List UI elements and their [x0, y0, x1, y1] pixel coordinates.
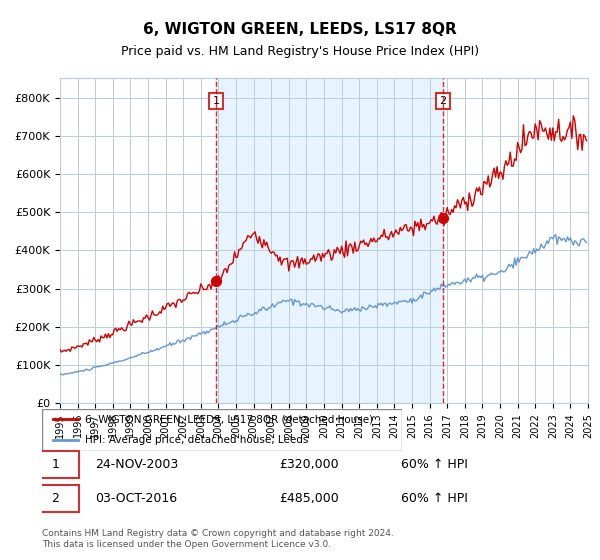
- Text: 1: 1: [213, 96, 220, 106]
- Point: [211, 277, 221, 286]
- Text: 6, WIGTON GREEN, LEEDS, LS17 8QR: 6, WIGTON GREEN, LEEDS, LS17 8QR: [143, 22, 457, 38]
- Bar: [216, 78, 443, 403]
- Text: Price paid vs. HM Land Registry's House Price Index (HPI): Price paid vs. HM Land Registry's House …: [121, 45, 479, 58]
- Text: £320,000: £320,000: [280, 458, 339, 472]
- Text: Contains HM Land Registry data © Crown copyright and database right 2024.
This d: Contains HM Land Registry data © Crown c…: [42, 529, 394, 549]
- Text: 1: 1: [51, 458, 59, 472]
- Text: 60% ↑ HPI: 60% ↑ HPI: [401, 492, 468, 505]
- Text: £485,000: £485,000: [280, 492, 340, 505]
- Text: HPI: Average price, detached house, Leeds: HPI: Average price, detached house, Leed…: [85, 435, 308, 445]
- Text: 60% ↑ HPI: 60% ↑ HPI: [401, 458, 468, 472]
- Text: 6, WIGTON GREEN, LEEDS, LS17 8QR (detached house): 6, WIGTON GREEN, LEEDS, LS17 8QR (detach…: [85, 414, 373, 424]
- Text: 03-OCT-2016: 03-OCT-2016: [95, 492, 177, 505]
- Text: 2: 2: [439, 96, 446, 106]
- Point: [438, 213, 448, 222]
- Text: 24-NOV-2003: 24-NOV-2003: [95, 458, 178, 472]
- Text: 2: 2: [51, 492, 59, 505]
